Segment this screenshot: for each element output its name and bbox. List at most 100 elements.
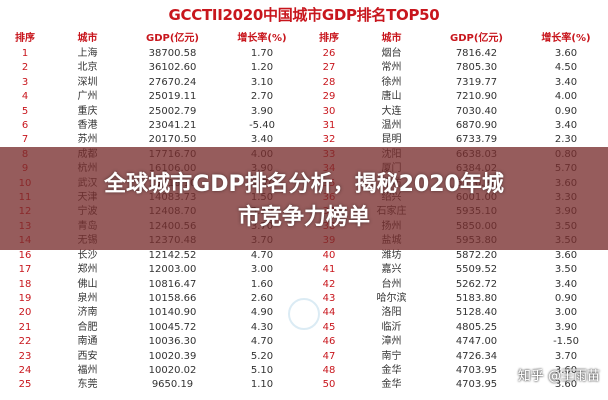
gdp-cell: 23041.21 [148, 120, 197, 132]
table-row: 41 嘉兴 5509.52 3.50 [304, 263, 608, 277]
table-row: 27 常州 7805.30 4.50 [304, 61, 608, 75]
city-cell: 烟台 [381, 48, 402, 59]
rank-cell: 3 [21, 76, 29, 88]
gdp-cell: 7805.30 [455, 62, 498, 74]
growth-cell: 1.70 [250, 48, 274, 59]
city-cell: 潍坊 [381, 249, 402, 261]
gdp-cell: 6870.90 [455, 120, 498, 132]
city-cell: 郑州 [77, 264, 98, 276]
growth-cell: 5.20 [250, 350, 274, 362]
rank-cell: 18 [18, 278, 32, 290]
rank-cell: 32 [322, 134, 336, 146]
growth-cell: 3.40 [554, 278, 578, 290]
rank-cell: 16 [18, 249, 32, 261]
gdp-cell: 12003.00 [148, 264, 197, 276]
gdp-cell: 7319.77 [455, 76, 498, 88]
rank-cell: 22 [18, 336, 32, 348]
gdp-cell: 10036.30 [148, 336, 197, 348]
growth-cell: 3.00 [250, 264, 274, 276]
header-gdp: GDP(亿元) [146, 33, 199, 44]
table-row: 4 广州 25019.11 2.70 [0, 90, 304, 104]
page-title: GCCTII2020中国城市GDP排名TOP50 [168, 6, 440, 24]
growth-cell: 0.90 [554, 105, 578, 117]
table-row: 43 哈尔滨 5183.80 0.90 [304, 292, 608, 306]
city-cell: 香港 [77, 120, 98, 132]
rank-cell: 44 [322, 307, 336, 319]
city-cell: 徐州 [381, 76, 402, 88]
city-cell: 大连 [381, 105, 402, 117]
table-row: 29 唐山 7210.90 4.00 [304, 90, 608, 104]
growth-cell: 0.90 [554, 292, 578, 304]
rank-cell: 19 [18, 292, 32, 304]
header-city: 城市 [77, 33, 98, 44]
table-row: 45 临沂 4805.25 3.90 [304, 321, 608, 335]
city-cell: 深圳 [77, 76, 98, 88]
table-row: 44 洛阳 5128.40 3.00 [304, 306, 608, 320]
city-cell: 广州 [77, 91, 98, 103]
gdp-cell: 25002.79 [148, 105, 197, 117]
city-cell: 昆明 [381, 134, 402, 146]
table-row: 18 佛山 10816.47 1.60 [0, 278, 304, 292]
table-row: 7 苏州 20170.50 3.40 [0, 133, 304, 147]
gdp-cell: 10020.02 [148, 364, 197, 376]
rank-cell: 30 [322, 105, 336, 117]
city-cell: 金华 [381, 379, 402, 391]
table-header-row: 排序 城市 GDP(亿元) 增长率(%) [0, 30, 304, 47]
gdp-cell: 10020.39 [148, 350, 197, 362]
growth-cell: 4.90 [250, 307, 274, 319]
city-cell: 南通 [77, 336, 98, 348]
headline-line-2: 市竞争力榜单 [237, 205, 370, 230]
gdp-cell: 25019.11 [148, 91, 197, 103]
city-cell: 西安 [77, 350, 98, 362]
gdp-cell: 20170.50 [148, 134, 197, 146]
growth-cell: 2.60 [250, 292, 274, 304]
rank-cell: 45 [322, 321, 336, 333]
city-cell: 福州 [77, 364, 98, 376]
growth-cell: 3.10 [250, 76, 274, 88]
growth-cell: 5.10 [250, 364, 274, 376]
table-row: 22 南通 10036.30 4.70 [0, 335, 304, 349]
table-row: 32 昆明 6733.79 2.30 [304, 133, 608, 147]
table-row: 31 温州 6870.90 3.40 [304, 119, 608, 133]
gdp-cell: 10816.47 [148, 278, 197, 290]
growth-cell: 3.50 [554, 264, 578, 276]
gdp-cell: 7210.90 [455, 91, 498, 103]
city-cell: 嘉兴 [381, 264, 402, 276]
table-row: 26 烟台 7816.42 3.60 [304, 47, 608, 61]
table-row: 42 台州 5262.72 3.40 [304, 278, 608, 292]
table-row: 19 泉州 10158.66 2.60 [0, 292, 304, 306]
city-cell: 台州 [381, 278, 402, 290]
city-cell: 金华 [381, 364, 402, 376]
table-row: 21 合肥 10045.72 4.30 [0, 321, 304, 335]
rank-cell: 42 [322, 278, 336, 290]
table-row: 17 郑州 12003.00 3.00 [0, 263, 304, 277]
city-cell: 东莞 [77, 379, 98, 391]
growth-cell: 3.70 [554, 350, 578, 362]
growth-cell: 4.00 [554, 91, 578, 103]
rank-cell: 40 [322, 249, 336, 261]
city-cell: 漳州 [381, 336, 402, 348]
growth-cell: 1.10 [250, 379, 274, 391]
header-city: 城市 [381, 33, 402, 44]
rank-cell: 43 [322, 292, 336, 304]
growth-cell: 3.60 [554, 379, 578, 391]
table-row: 46 漳州 4747.00 -1.50 [304, 335, 608, 349]
city-cell: 重庆 [77, 105, 98, 117]
growth-cell: -1.50 [553, 336, 579, 348]
rank-cell: 25 [18, 379, 32, 391]
table-row: 40 潍坊 5872.20 3.60 [304, 249, 608, 263]
header-rank: 排序 [15, 33, 35, 44]
table-row: 1 上海 38700.58 1.70 [0, 47, 304, 61]
growth-cell: -5.40 [249, 120, 275, 132]
table-row: 16 长沙 12142.52 4.70 [0, 249, 304, 263]
growth-cell: 1.60 [250, 278, 274, 290]
rank-cell: 4 [21, 91, 29, 103]
growth-cell: 3.90 [250, 105, 274, 117]
gdp-cell: 4703.95 [455, 364, 498, 376]
growth-cell: 1.20 [250, 62, 274, 74]
city-cell: 上海 [77, 48, 98, 59]
gdp-cell: 5509.52 [455, 264, 498, 276]
header-growth: 增长率(%) [541, 33, 591, 44]
gdp-cell: 4805.25 [455, 321, 498, 333]
